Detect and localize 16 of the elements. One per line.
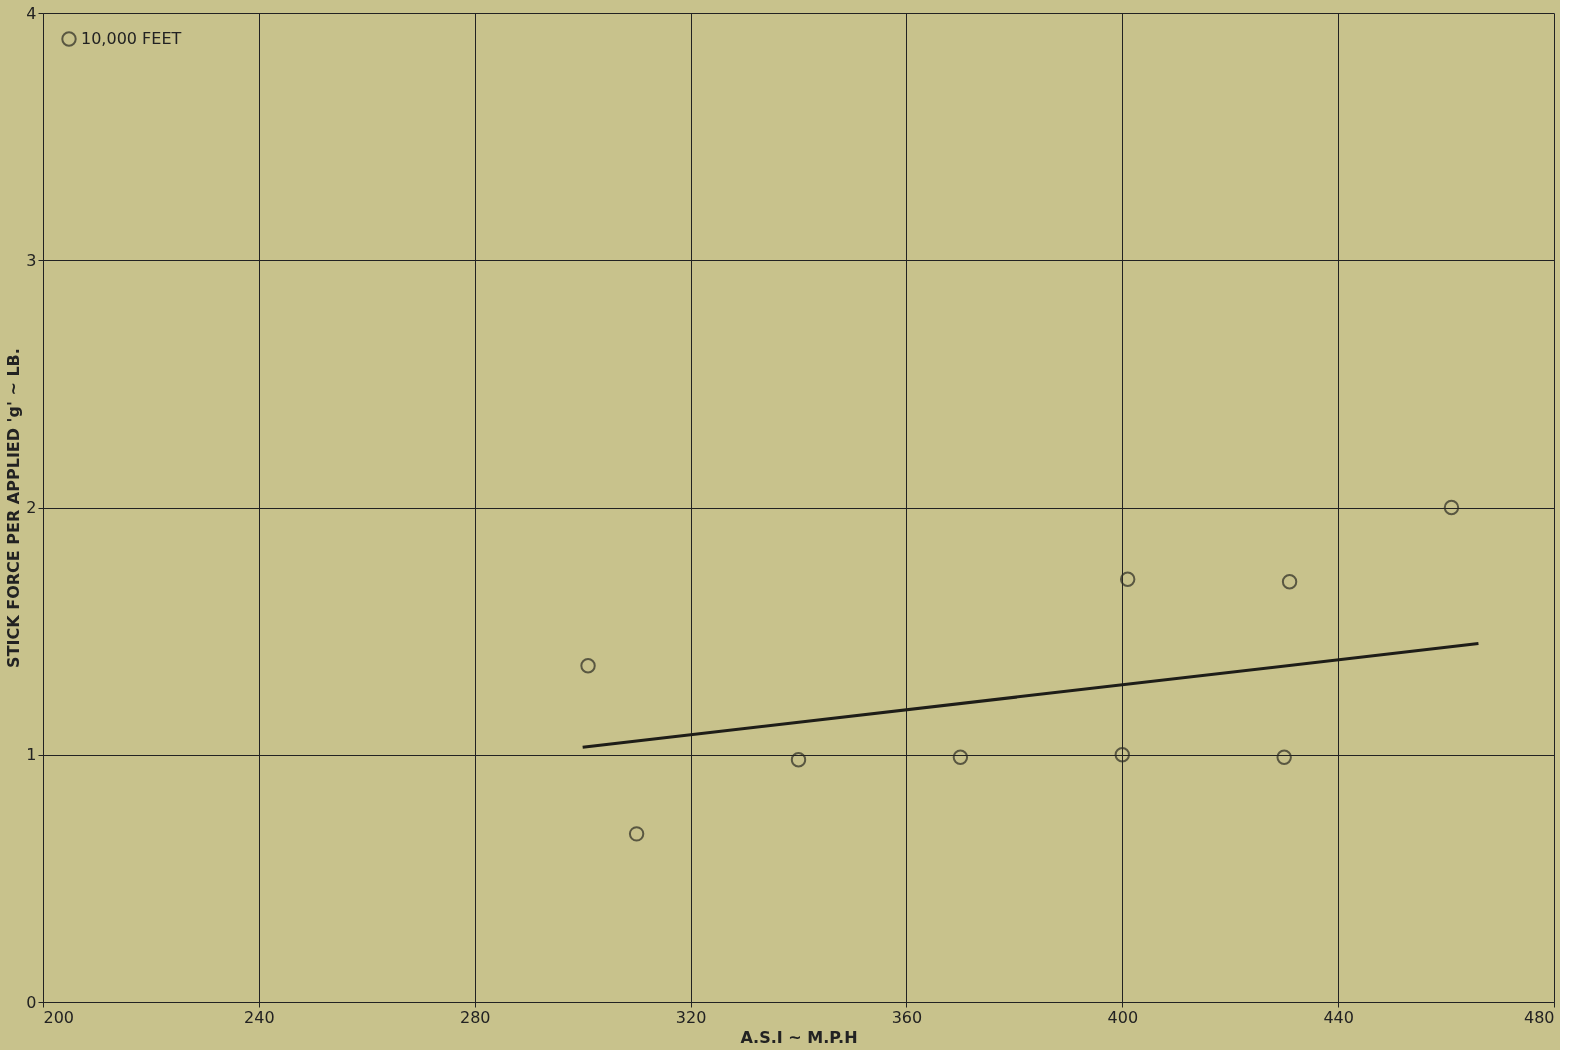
y-tick-label: 0 [26,992,37,1012]
y-tick-label: 1 [26,745,37,765]
legend-label: 10,000 FEET [81,29,182,48]
x-tick-label: 400 [1107,1007,1139,1027]
y-tick-label: 2 [26,498,37,517]
y-tick-label: 3 [26,250,37,270]
y-axis-title: STICK FORCE PER APPLIED 'g' ~ LB. [4,348,24,668]
x-tick-label: 320 [675,1007,707,1027]
x-axis-title: A.S.I ~ M.P.H [740,1027,858,1047]
x-tick-label: 360 [891,1007,923,1027]
x-tick-label: 240 [244,1007,275,1027]
x-tick-label: 200 [43,1007,75,1027]
x-tick-label: 480 [1523,1007,1555,1027]
x-tick-label: 440 [1323,1007,1354,1027]
y-tick-label: 4 [26,3,37,23]
x-tick-label: 280 [459,1007,491,1027]
